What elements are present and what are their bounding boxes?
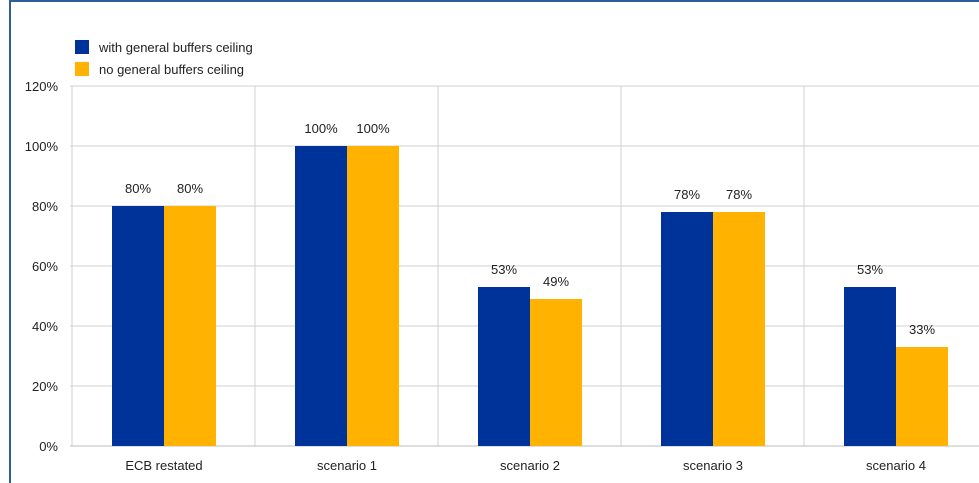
- bar-series-1-4: [844, 287, 896, 446]
- y-tick-label: 120%: [25, 79, 59, 94]
- data-label-series-1-2: 53%: [491, 262, 517, 277]
- x-axis-categories: ECB restated scenario 1 scenario 2 scenario…: [125, 458, 926, 473]
- x-category-label: scenario 2: [500, 458, 560, 473]
- bar-series-1-3: [661, 212, 713, 446]
- data-label-series-1-1: 100%: [304, 121, 338, 136]
- x-category-label: scenario 1: [317, 458, 377, 473]
- bar-series-1-1: [295, 146, 347, 446]
- data-label-series-2-0: 80%: [177, 181, 203, 196]
- y-tick-label: 20%: [32, 379, 58, 394]
- legend-swatch-series-2: [75, 62, 89, 76]
- y-tick-label: 0%: [39, 439, 58, 454]
- legend-label-series-2: no general buffers ceiling: [99, 62, 244, 77]
- bars: [112, 146, 948, 446]
- legend: with general buffers ceiling no general …: [75, 40, 253, 77]
- legend-label-series-1: with general buffers ceiling: [98, 40, 253, 55]
- y-tick-label: 60%: [32, 259, 58, 274]
- data-label-series-2-2: 49%: [543, 274, 569, 289]
- x-category-label: scenario 4: [866, 458, 926, 473]
- bar-series-2-4: [896, 347, 948, 446]
- bar-series-2-1: [347, 146, 399, 446]
- y-tick-label: 80%: [32, 199, 58, 214]
- y-axis-ticks: 0% 20% 40% 60% 80% 100% 120%: [25, 79, 59, 454]
- bar-series-2-2: [530, 299, 582, 446]
- data-label-series-1-4: 53%: [857, 262, 883, 277]
- data-label-series-1-3: 78%: [674, 187, 700, 202]
- data-label-series-1-0: 80%: [125, 181, 151, 196]
- outer-frame: [9, 0, 979, 483]
- legend-swatch-series-1: [75, 40, 89, 54]
- bar-series-2-3: [713, 212, 765, 446]
- x-category-label: ECB restated: [125, 458, 202, 473]
- data-label-series-2-4: 33%: [909, 322, 935, 337]
- bar-series-1-0: [112, 206, 164, 446]
- data-label-series-2-3: 78%: [726, 187, 752, 202]
- y-tick-label: 100%: [25, 139, 59, 154]
- y-tick-label: 40%: [32, 319, 58, 334]
- bar-series-2-0: [164, 206, 216, 446]
- bar-series-1-2: [478, 287, 530, 446]
- data-labels: 80% 80% 100% 100% 53% 49% 78% 78% 53% 33%: [125, 121, 935, 337]
- x-category-label: scenario 3: [683, 458, 743, 473]
- data-label-series-2-1: 100%: [356, 121, 390, 136]
